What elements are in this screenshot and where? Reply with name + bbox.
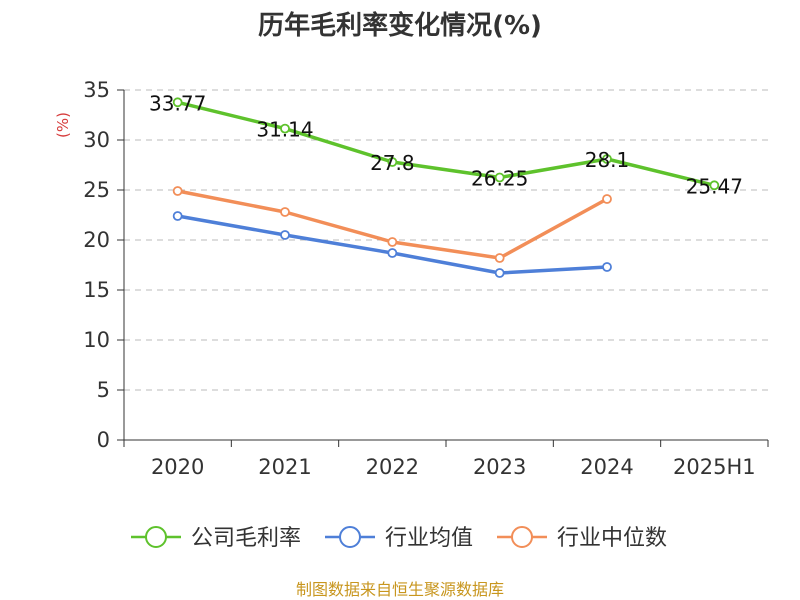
- legend-marker: [511, 526, 533, 548]
- series-layer: 33.77 31.14 27.8 26.25 28.1 25.47: [149, 91, 743, 278]
- source-note: 制图数据来自恒生聚源数据库: [296, 580, 504, 599]
- legend-marker: [339, 526, 361, 548]
- y-tick-label: 0: [97, 428, 110, 452]
- axes: 0 5 10 15 20 25 30 35 2020 2021 2022 2023 2024 2025H1: [83, 78, 769, 479]
- data-label: 33.77: [149, 91, 206, 115]
- y-tick-label: 20: [83, 228, 110, 252]
- y-tick-label: 30: [83, 128, 110, 152]
- data-point[interactable]: [280, 123, 290, 134]
- y-tick-label: 5: [97, 378, 110, 402]
- data-point[interactable]: [494, 253, 505, 263]
- x-tick-label: 2024: [580, 455, 633, 479]
- data-point[interactable]: [602, 262, 612, 272]
- legend-marker: [145, 526, 167, 548]
- y-tick-label: 15: [83, 278, 110, 302]
- legend-item-0[interactable]: 公司毛利率: [131, 526, 301, 551]
- y-tick-label: 35: [83, 78, 110, 102]
- legend-label: 公司毛利率: [191, 526, 301, 551]
- data-point[interactable]: [172, 211, 183, 221]
- data-point[interactable]: [172, 186, 183, 196]
- series-1: [172, 211, 612, 278]
- y-tick-label: 10: [83, 328, 110, 352]
- data-point[interactable]: [387, 248, 398, 258]
- x-tick-label: 2020: [151, 455, 204, 479]
- data-point[interactable]: [387, 237, 398, 247]
- data-point[interactable]: [280, 230, 290, 240]
- legend-item-2[interactable]: 行业中位数: [497, 526, 667, 551]
- x-tick-label: 2023: [473, 455, 526, 479]
- series-0: 33.77 31.14 27.8 26.25 28.1 25.47: [149, 91, 743, 198]
- legend-label: 行业中位数: [557, 526, 667, 551]
- data-point[interactable]: [172, 97, 183, 108]
- data-point[interactable]: [602, 194, 612, 204]
- grid: [124, 89, 768, 391]
- data-point[interactable]: [387, 157, 398, 167]
- data-label: 25.47: [686, 174, 743, 198]
- data-point[interactable]: [280, 207, 290, 217]
- data-label: 26.25: [471, 167, 528, 191]
- y-tick-label: 25: [83, 178, 110, 202]
- legend[interactable]: 公司毛利率 行业均值 行业中位数: [131, 526, 667, 551]
- y-axis-label: (%): [54, 112, 72, 138]
- data-label: 28.1: [585, 148, 630, 172]
- legend-item-1[interactable]: 行业均值: [325, 526, 473, 551]
- x-tick-label: 2022: [366, 455, 419, 479]
- data-label: 31.14: [256, 118, 313, 142]
- series-line: [177, 100, 715, 187]
- data-point[interactable]: [709, 180, 720, 191]
- chart-title: 历年毛利率变化情况(%): [258, 10, 542, 41]
- legend-label: 行业均值: [385, 526, 473, 551]
- data-point[interactable]: [494, 172, 505, 183]
- series-2: [172, 186, 612, 263]
- data-point[interactable]: [602, 154, 612, 164]
- x-tick-label: 2021: [258, 455, 311, 479]
- series-line: [177, 189, 608, 260]
- data-point[interactable]: [494, 268, 505, 278]
- data-label: 27.8: [370, 151, 415, 175]
- x-tick-label: 2025H1: [673, 455, 756, 479]
